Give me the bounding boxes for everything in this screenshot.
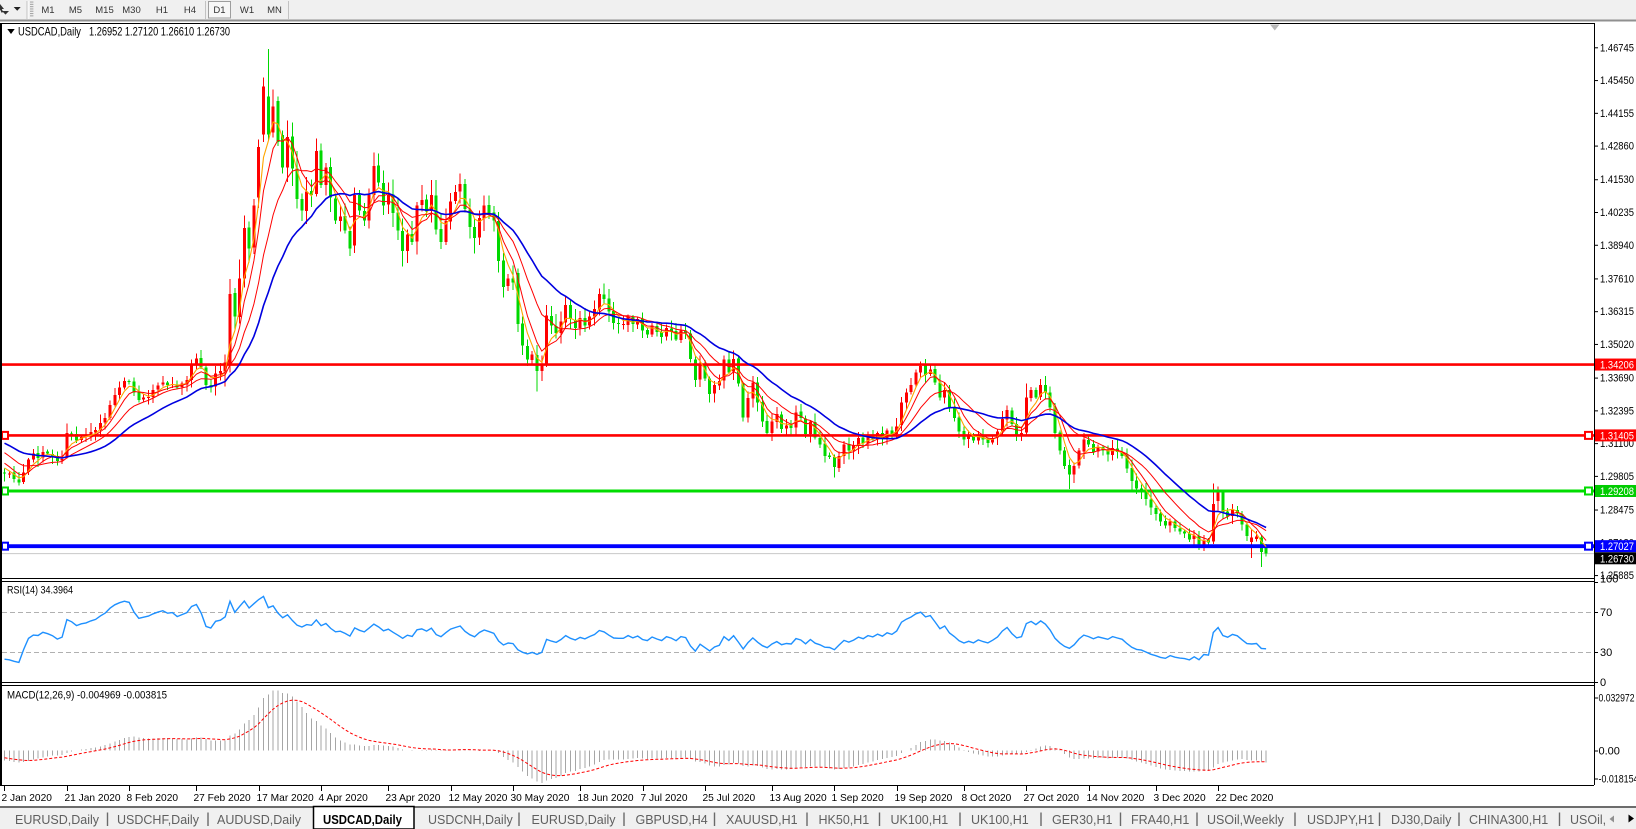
- svg-text:21 Jan 2020: 21 Jan 2020: [65, 793, 121, 804]
- svg-text:1 Sep 2020: 1 Sep 2020: [832, 793, 884, 804]
- svg-text:4 Apr 2020: 4 Apr 2020: [319, 793, 369, 804]
- svg-text:1.46745: 1.46745: [1600, 42, 1634, 54]
- svg-text:70: 70: [1600, 607, 1612, 619]
- svg-text:HK50,H1: HK50,H1: [819, 813, 870, 827]
- svg-text:1.32395: 1.32395: [1600, 405, 1634, 417]
- svg-text:1.36315: 1.36315: [1600, 306, 1634, 318]
- svg-text:1.29208: 1.29208: [1600, 486, 1634, 498]
- svg-text:M15: M15: [95, 5, 113, 16]
- svg-text:1.33690: 1.33690: [1600, 373, 1634, 385]
- svg-text:1.38940: 1.38940: [1600, 240, 1634, 252]
- svg-text:MACD(12,26,9) -0.004969 -0.003: MACD(12,26,9) -0.004969 -0.003815: [7, 690, 167, 702]
- svg-text:-0.018154: -0.018154: [1599, 774, 1636, 786]
- svg-text:1.42860: 1.42860: [1600, 141, 1634, 153]
- svg-text:7 Jul 2020: 7 Jul 2020: [641, 793, 688, 804]
- svg-text:13 Aug 2020: 13 Aug 2020: [770, 793, 828, 804]
- svg-text:USDCHF,Daily: USDCHF,Daily: [117, 813, 200, 827]
- svg-text:USOil,Weekly: USOil,Weekly: [1207, 813, 1285, 827]
- svg-text:23 Apr 2020: 23 Apr 2020: [386, 793, 441, 804]
- svg-text:22 Dec 2020: 22 Dec 2020: [1216, 793, 1274, 804]
- svg-text:GER30,H1: GER30,H1: [1052, 813, 1112, 827]
- svg-text:USDCAD,Daily: USDCAD,Daily: [18, 25, 81, 39]
- svg-text:DJ30,Daily: DJ30,Daily: [1391, 813, 1452, 827]
- svg-text:H4: H4: [184, 5, 196, 16]
- svg-text:30: 30: [1600, 647, 1612, 659]
- svg-text:GBPUSD,H4: GBPUSD,H4: [636, 813, 708, 827]
- svg-text:UK100,H1: UK100,H1: [891, 813, 949, 827]
- svg-text:12 May 2020: 12 May 2020: [449, 793, 508, 804]
- svg-text:19 Sep 2020: 19 Sep 2020: [895, 793, 953, 804]
- svg-text:AUDUSD,Daily: AUDUSD,Daily: [217, 813, 302, 827]
- svg-text:30 May 2020: 30 May 2020: [511, 793, 570, 804]
- svg-text:RSI(14) 34.3964: RSI(14) 34.3964: [7, 585, 73, 597]
- svg-text:1.41530: 1.41530: [1600, 174, 1634, 186]
- svg-text:CHINA300,H1: CHINA300,H1: [1469, 813, 1548, 827]
- svg-text:EURUSD,Daily: EURUSD,Daily: [532, 813, 617, 827]
- svg-text:XAUUSD,H1: XAUUSD,H1: [726, 813, 798, 827]
- svg-text:1.35020: 1.35020: [1600, 339, 1634, 351]
- svg-text:100: 100: [1600, 574, 1618, 586]
- svg-text:1.45450: 1.45450: [1600, 75, 1634, 87]
- svg-text:MN: MN: [267, 5, 282, 16]
- svg-text:18 Jun 2020: 18 Jun 2020: [578, 793, 634, 804]
- svg-text:FRA40,H1: FRA40,H1: [1131, 813, 1189, 827]
- svg-text:0.032972: 0.032972: [1599, 693, 1635, 705]
- svg-text:1.34206: 1.34206: [1600, 360, 1634, 372]
- svg-text:27 Oct 2020: 27 Oct 2020: [1024, 793, 1080, 804]
- svg-text:USDCAD,Daily: USDCAD,Daily: [323, 813, 402, 827]
- svg-text:USDCNH,Daily: USDCNH,Daily: [428, 813, 513, 827]
- svg-text:1.37610: 1.37610: [1600, 273, 1634, 285]
- svg-text:1.27027: 1.27027: [1600, 541, 1634, 553]
- svg-text:1.29805: 1.29805: [1600, 471, 1634, 483]
- svg-text:1.25885: 1.25885: [1600, 570, 1634, 582]
- svg-text:M5: M5: [69, 5, 82, 16]
- svg-text:M30: M30: [122, 5, 140, 16]
- svg-text:8 Oct 2020: 8 Oct 2020: [962, 793, 1012, 804]
- svg-text:3 Dec 2020: 3 Dec 2020: [1154, 793, 1206, 804]
- svg-text:1.40235: 1.40235: [1600, 207, 1634, 219]
- svg-text:8 Feb 2020: 8 Feb 2020: [127, 793, 179, 804]
- svg-text:USDJPY,H1: USDJPY,H1: [1307, 813, 1374, 827]
- svg-text:1.26730: 1.26730: [1600, 553, 1634, 565]
- svg-text:27 Feb 2020: 27 Feb 2020: [194, 793, 252, 804]
- svg-text:2 Jan 2020: 2 Jan 2020: [2, 793, 53, 804]
- svg-text:17 Mar 2020: 17 Mar 2020: [257, 793, 315, 804]
- svg-text:EURUSD,Daily: EURUSD,Daily: [15, 813, 100, 827]
- svg-text:D1: D1: [213, 5, 225, 16]
- svg-text:1.26952 1.27120 1.26610 1.2673: 1.26952 1.27120 1.26610 1.26730: [89, 25, 230, 39]
- svg-text:1.44155: 1.44155: [1600, 108, 1634, 120]
- svg-text:H1: H1: [156, 5, 168, 16]
- svg-text:M1: M1: [41, 5, 54, 16]
- svg-text:25 Jul 2020: 25 Jul 2020: [703, 793, 756, 804]
- svg-text:0: 0: [1600, 677, 1606, 689]
- svg-text:UK100,H1: UK100,H1: [971, 813, 1029, 827]
- svg-text:0.00: 0.00: [1599, 746, 1620, 758]
- svg-text:1.31405: 1.31405: [1600, 430, 1634, 442]
- svg-text:W1: W1: [240, 5, 254, 16]
- svg-text:14 Nov 2020: 14 Nov 2020: [1087, 793, 1145, 804]
- svg-text:1.28475: 1.28475: [1600, 505, 1634, 517]
- svg-text:USOil,: USOil,: [1570, 813, 1606, 827]
